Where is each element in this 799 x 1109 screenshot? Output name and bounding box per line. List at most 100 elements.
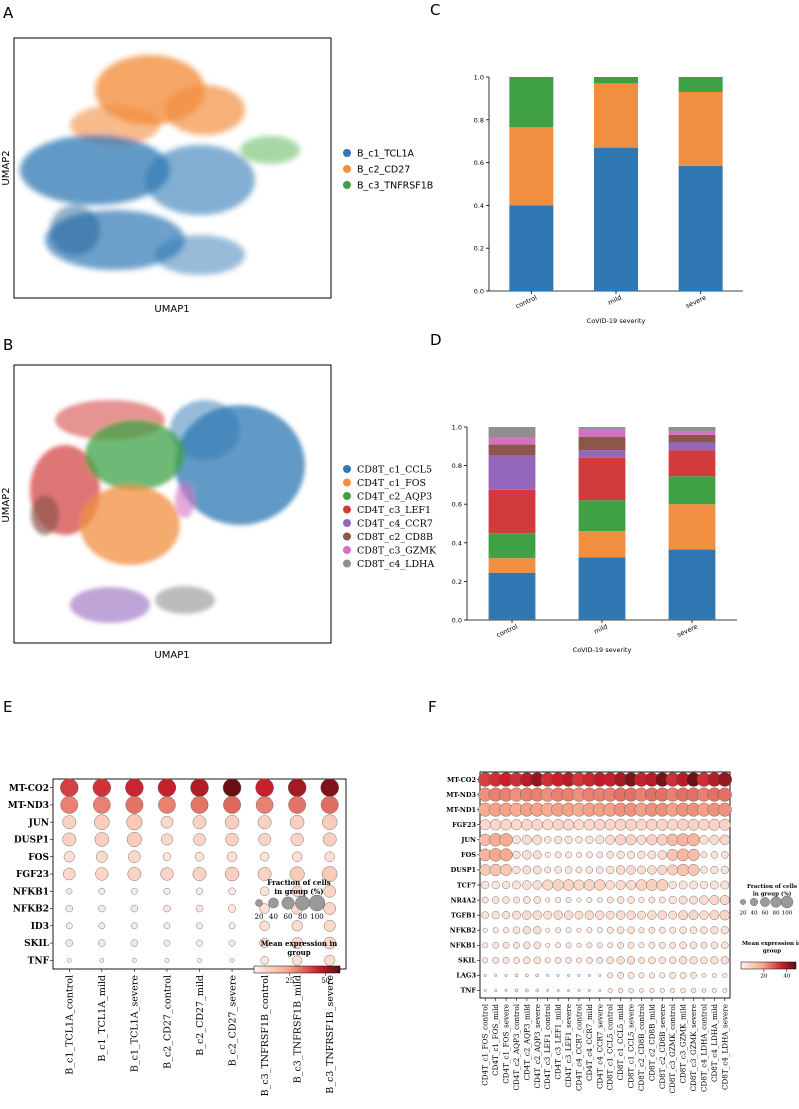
expression-dot: [594, 879, 606, 891]
expression-dot: [481, 880, 490, 890]
expression-dot: [635, 879, 648, 891]
expression-dot: [512, 850, 521, 859]
expression-dot: [596, 942, 603, 949]
gene-label: SKIL: [458, 957, 476, 965]
bar-segment: [593, 83, 639, 148]
gene-label: NFKB1: [13, 887, 49, 897]
expression-dot: [700, 851, 708, 859]
expression-dot: [62, 832, 77, 847]
group-label: CD4T_c1_FOS_control: [481, 1003, 490, 1085]
bar-segment: [488, 558, 536, 573]
bar-segment: [509, 77, 554, 128]
bar-segment: [488, 437, 536, 445]
expression-dot: [196, 922, 203, 930]
expression-dot: [721, 851, 729, 859]
expression-dot: [678, 895, 688, 905]
group-label: CD4T_c1_FOS_mild: [491, 1004, 500, 1076]
panel-a: A UMAP1 UMAP2 B_c1_TCL1A B_c2_CD27 B_c3_TN…: [1, 4, 433, 315]
group-label: B_c3_TNFRSF1B_severe: [325, 975, 336, 1094]
stacked-bar-chart-c: 0.0 0.2 0.4 0.6 0.8 1.0 control mild severe CoVID…: [474, 74, 743, 325]
expression-dot: [710, 880, 719, 890]
expression-dot: [677, 818, 689, 831]
expression-dot: [504, 989, 508, 992]
expression-dot: [646, 818, 658, 831]
expression-dot: [564, 835, 573, 844]
expression-dot: [687, 833, 701, 847]
x-tick-label: mild: [593, 623, 609, 636]
expression-dot: [615, 834, 627, 846]
expression-dot: [710, 941, 719, 949]
expression-dot: [552, 819, 564, 831]
expression-dot: [688, 910, 699, 921]
bar-segment: [578, 500, 626, 532]
expression-dot: [502, 957, 510, 964]
expression-dot: [657, 910, 667, 920]
gene-label: ID3: [31, 922, 49, 932]
expression-dot: [605, 880, 615, 890]
expression-dot: [499, 848, 513, 862]
expression-dot: [689, 956, 698, 965]
bar-segment: [488, 572, 536, 620]
expression-dot: [596, 957, 604, 964]
expression-dot: [670, 988, 676, 993]
expression-dot: [679, 972, 687, 979]
expression-dot: [585, 866, 594, 874]
expression-dot: [259, 886, 270, 896]
expression-dot: [648, 941, 656, 949]
group-label: CD8T_c3_GZMK_severe: [689, 1004, 698, 1091]
expression-dot: [635, 819, 648, 831]
expression-dot: [606, 926, 614, 934]
expression-dot: [647, 910, 657, 920]
expression-dot: [323, 936, 336, 950]
expression-dot: [668, 880, 677, 890]
expression-dot: [576, 957, 582, 964]
expression-dot: [522, 865, 532, 875]
expression-dot: [669, 941, 677, 949]
expression-dot: [576, 851, 582, 858]
expression-dot: [598, 989, 602, 992]
expression-dot: [324, 851, 335, 862]
expression-dot: [701, 972, 707, 978]
group-label: B_c3_TNFRSF1B_mild: [292, 975, 303, 1083]
expression-dot: [625, 834, 637, 846]
expression-dot: [291, 920, 303, 932]
expression-dot: [573, 819, 585, 831]
group-label: B_c2_CD27_control: [162, 975, 173, 1069]
expression-dot: [606, 896, 614, 904]
expression-dot: [500, 819, 512, 831]
expression-dot: [710, 956, 719, 965]
legend-label: CD8T_c3_GZMK: [357, 546, 437, 557]
gene-label: FOS: [461, 851, 476, 859]
expression-dot: [533, 941, 541, 949]
expression-dot: [131, 922, 138, 930]
expression-dot: [656, 879, 669, 891]
expression-dot: [533, 896, 541, 904]
expression-dot: [479, 819, 491, 831]
expression-dot: [504, 973, 508, 977]
dot-plot-f: MT-CO2 MT-ND3 MT-ND1 FGF23 JUN FOS DUSP1 TCF7 NR…: [446, 771, 799, 1093]
expression-dot: [130, 939, 139, 947]
bar-segment: [593, 77, 639, 84]
expression-dot: [574, 910, 584, 920]
legend-marker: [343, 519, 351, 527]
expression-dot: [556, 973, 560, 977]
expression-dot: [259, 852, 270, 862]
expression-dot: [255, 796, 274, 814]
expression-dot: [131, 887, 138, 895]
legend-marker: [343, 478, 351, 487]
expression-dot: [562, 879, 575, 891]
bar-segment: [509, 127, 554, 206]
panel-letter-b: B: [3, 336, 13, 354]
expression-dot: [700, 866, 708, 874]
expression-dot: [99, 958, 105, 963]
expression-dot: [618, 987, 624, 994]
expression-dot: [700, 941, 708, 949]
group-label: CD4T_c4_CCR7_control: [574, 1003, 583, 1091]
expression-dot: [638, 942, 645, 949]
y-tick-label: 0.2: [474, 245, 484, 253]
gene-label: MT-CO2: [447, 776, 476, 784]
size-legend-dot: [740, 899, 746, 905]
group-label: B_c2_CD27_severe: [227, 975, 238, 1067]
expression-dot: [532, 865, 542, 875]
